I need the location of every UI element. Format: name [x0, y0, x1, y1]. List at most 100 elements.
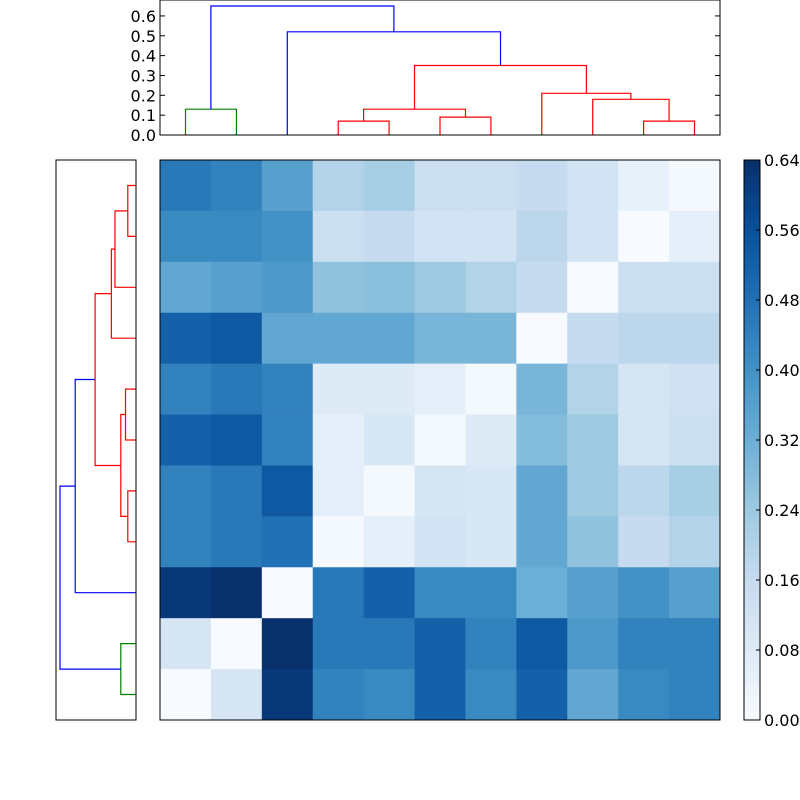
heatmap-cell [465, 669, 517, 721]
heatmap-cell [465, 567, 517, 619]
heatmap-cell [261, 160, 314, 212]
heatmap-cell [669, 465, 721, 517]
left-dendrogram-link-2 [124, 388, 136, 441]
heatmap-cell [567, 261, 619, 314]
heatmap-cell [618, 414, 670, 466]
heatmap-cell [312, 567, 365, 619]
top-dendrogram-link-9 [210, 5, 395, 110]
heatmap-cell [261, 414, 314, 466]
heatmap-cell [414, 669, 466, 721]
heatmap-cell [160, 567, 212, 619]
heatmap-cell [363, 210, 415, 263]
heatmap-cell [618, 312, 670, 365]
top-dendrogram-ytick-label: 0.0 [131, 126, 156, 145]
heatmap-cell [618, 210, 670, 263]
top-dendrogram-link-0 [184, 108, 237, 135]
top-dendrogram-link-3 [363, 108, 467, 122]
top-dendrogram-link-1 [337, 120, 390, 135]
left-dendrogram-link-9 [59, 485, 121, 670]
heatmap-cell [567, 669, 619, 721]
heatmap-cell [618, 516, 670, 568]
heatmap-cell [516, 261, 568, 314]
heatmap-cell [363, 261, 415, 314]
heatmap-cell [618, 261, 670, 314]
heatmap-cell [414, 363, 466, 415]
heatmap-cell [465, 414, 517, 466]
heatmap-cell [465, 363, 517, 415]
heatmap-cell [567, 160, 619, 212]
heatmap-cell [465, 516, 517, 568]
left-dendrogram-link-7 [94, 293, 121, 467]
heatmap-cell [414, 414, 466, 466]
heatmap-cell [363, 567, 415, 619]
heatmap-cell [160, 669, 212, 721]
heatmap-cell [261, 312, 314, 365]
heatmap-cell [618, 160, 670, 212]
heatmap-cell [414, 465, 466, 517]
colorbar-tick-label: 0.08 [764, 641, 800, 660]
heatmap-cell [210, 312, 263, 365]
top-dendrogram-link-7 [413, 64, 588, 110]
left-dendrogram-link-3 [120, 413, 128, 518]
heatmap-cell [414, 567, 466, 619]
heatmap-cell [210, 363, 263, 415]
heatmap-cell [261, 618, 314, 670]
colorbar-tick-label: 0.56 [764, 221, 800, 240]
heatmap-cell [669, 669, 721, 721]
heatmap-cell [567, 465, 619, 517]
colorbar-tick-label: 0.16 [764, 571, 800, 590]
heatmap-cell [516, 160, 568, 212]
heatmap-cell [414, 618, 466, 670]
heatmap-cell [312, 669, 365, 721]
heatmap-cell [312, 516, 365, 568]
colorbar-tick-label: 0.00 [764, 711, 800, 730]
heatmap-cell [465, 618, 517, 670]
top-dendrogram-link-8 [286, 31, 502, 135]
heatmap-cell [618, 465, 670, 517]
heatmap-cell [210, 567, 263, 619]
heatmap-cell [261, 567, 314, 619]
heatmap-cell [516, 516, 568, 568]
heatmap-cell [516, 312, 568, 365]
top-dendrogram-ytick-label: 0.6 [131, 7, 156, 26]
colorbar-tick-label: 0.64 [764, 151, 800, 170]
heatmap-cell [261, 210, 314, 263]
heatmap-cell [414, 160, 466, 212]
colorbar-tick-label: 0.24 [764, 501, 800, 520]
heatmap-cell [567, 618, 619, 670]
heatmap-cell [312, 312, 365, 365]
heatmap-cell [210, 618, 263, 670]
colorbar: 0.00 0.08 0.16 0.24 0.32 0.40 0.48 0.56 0.64 [743, 151, 800, 730]
heatmap-cell [363, 363, 415, 415]
top-dendrogram-ytick-label: 0.2 [131, 86, 156, 105]
left-dendrogram-link-1 [127, 490, 136, 543]
heatmap-cell [567, 516, 619, 568]
heatmap-cell [516, 210, 568, 263]
colorbar-tick-label: 0.40 [764, 361, 800, 380]
heatmap-cell [669, 618, 721, 670]
heatmap-cell [160, 261, 212, 314]
heatmap-cell [312, 363, 365, 415]
heatmap-cell [618, 567, 670, 619]
heatmap-cell [414, 516, 466, 568]
left-dendrogram [55, 159, 137, 721]
left-dendrogram-link-0 [120, 642, 136, 696]
top-dendrogram-ytick-label: 0.5 [131, 27, 156, 46]
heatmap-cell [516, 465, 568, 517]
heatmap-cell [414, 210, 466, 263]
heatmap-cell [160, 160, 212, 212]
heatmap-cell [669, 210, 721, 263]
heatmap-cell [160, 210, 212, 263]
heatmap-cell [210, 210, 263, 263]
heatmap-cell [669, 261, 721, 314]
heatmap-cell [567, 312, 619, 365]
colorbar-tick-label: 0.32 [764, 431, 800, 450]
heatmap-cell [210, 261, 263, 314]
heatmap-cell [516, 669, 568, 721]
heatmap-cell [261, 669, 314, 721]
heatmap-cell [363, 516, 415, 568]
heatmap-cell [363, 160, 415, 212]
heatmap-cell [363, 618, 415, 670]
heatmap-cell [160, 618, 212, 670]
heatmap-cell [618, 618, 670, 670]
